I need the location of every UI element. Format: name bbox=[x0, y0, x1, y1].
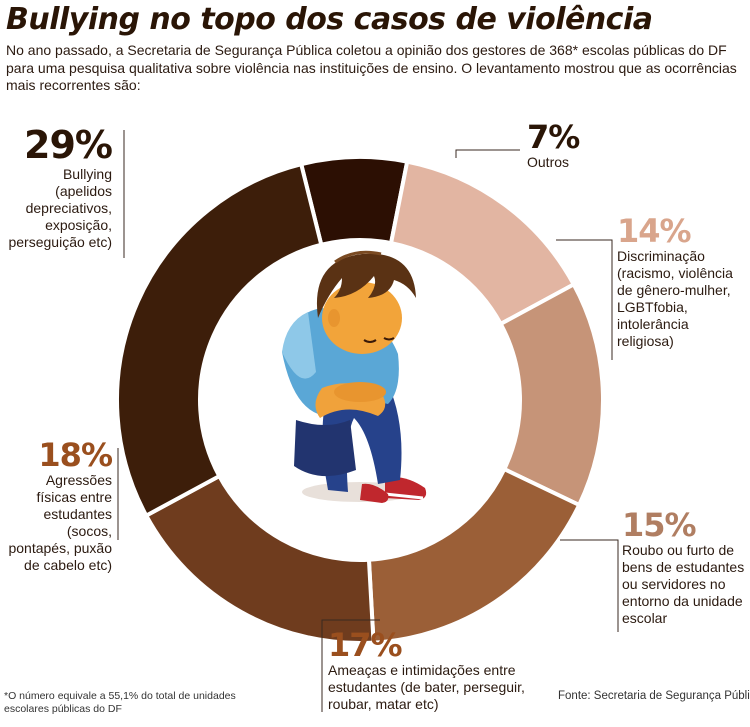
callout-discriminacao: 14% Discriminação (racismo, violência de… bbox=[617, 214, 745, 350]
value-label-ameacas: 17% bbox=[328, 626, 403, 664]
leader-ameacas bbox=[321, 619, 380, 712]
slice-roubo bbox=[498, 281, 605, 508]
label-agressoes: Agressões físicas entre estudantes (soco… bbox=[8, 472, 112, 573]
source-credit: Fonte: Secretaria de Segurança Pública bbox=[558, 690, 750, 702]
leader-outros bbox=[455, 149, 520, 158]
callout-roubo: 15% Roubo ou furto de bens de estudantes… bbox=[622, 508, 746, 627]
value-label-agressoes: 18% bbox=[38, 436, 113, 474]
sad-child-illustration bbox=[282, 250, 427, 503]
value-label-discriminacao: 14% bbox=[617, 212, 692, 250]
label-roubo: Roubo ou furto de bens de estudantes ou … bbox=[622, 542, 745, 626]
leader-discriminacao bbox=[556, 239, 613, 360]
label-outros: Outros bbox=[527, 154, 570, 170]
value-label-outros: 7% bbox=[527, 118, 580, 156]
label-ameacas: Ameaças e intimidações entre estudantes … bbox=[328, 662, 525, 712]
callout-outros: 7% Outros bbox=[527, 120, 647, 171]
callout-agressoes: 18% Agressões físicas entre estudantes (… bbox=[8, 436, 113, 574]
callout-ameacas: 17% Ameaças e intimidações entre estudan… bbox=[328, 628, 528, 713]
value-label-roubo: 15% bbox=[622, 506, 697, 544]
label-discriminacao: Discriminação (racismo, violência de gên… bbox=[617, 248, 733, 349]
page-title: Bullying no topo dos casos de violência bbox=[6, 2, 653, 37]
slice-bullying bbox=[115, 161, 324, 519]
callout-bullying: 29% Bullying (apelidos depreciativos, ex… bbox=[8, 123, 113, 251]
intro-text: No ano passado, a Secretaria de Seguranç… bbox=[6, 42, 737, 93]
label-bullying: Bullying (apelidos depreciativos, exposi… bbox=[8, 166, 112, 250]
leader-roubo bbox=[560, 539, 619, 632]
footnote: *O número equivale a 55,1% do total de u… bbox=[4, 690, 236, 715]
value-label-bullying: 29% bbox=[24, 123, 113, 167]
